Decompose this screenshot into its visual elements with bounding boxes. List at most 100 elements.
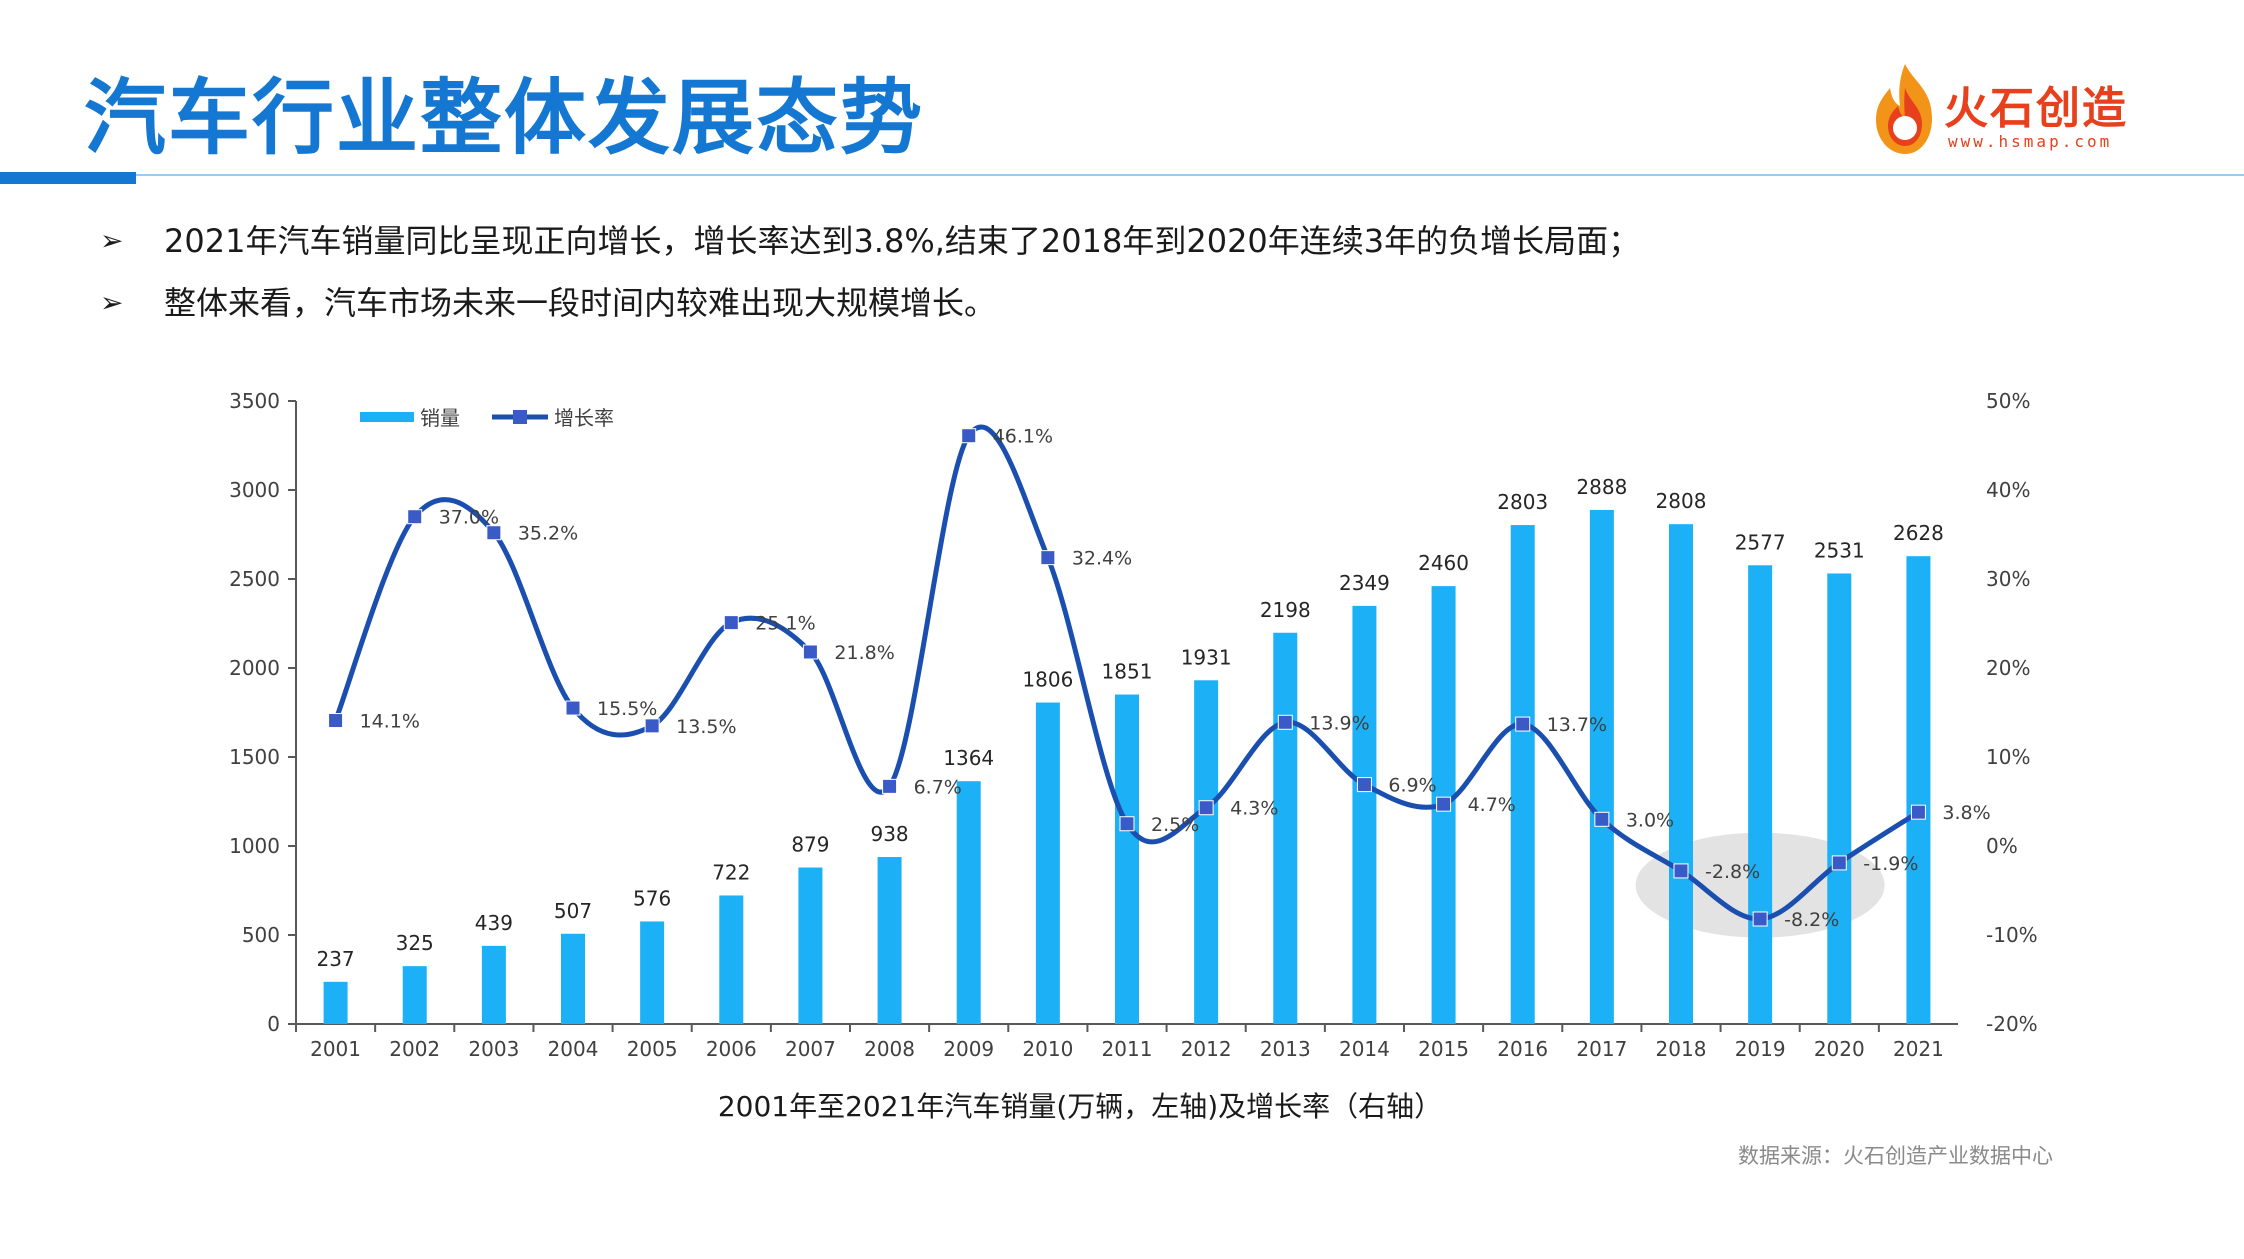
logo-wordmark: 火石创造 — [1944, 83, 2128, 134]
bar-value-label: 2349 — [1339, 571, 1390, 595]
bar-value-label: 1931 — [1181, 645, 1232, 669]
bar-value-label: 2808 — [1656, 489, 1707, 513]
x-axis-tick-label: 2017 — [1576, 1037, 1627, 1061]
left-axis-tick-label: 2000 — [229, 656, 280, 680]
bar — [1906, 556, 1931, 1024]
x-axis-tick-label: 2006 — [706, 1037, 757, 1061]
left-axis-tick-label: 0 — [267, 1012, 280, 1036]
bar — [956, 781, 981, 1024]
line-point-marker — [328, 713, 344, 729]
x-axis-tick-label: 2015 — [1418, 1037, 1469, 1061]
bar — [1510, 525, 1535, 1024]
x-axis-tick-label: 2019 — [1735, 1037, 1786, 1061]
line-point-label: 46.1% — [993, 426, 1053, 448]
line-point-label: -8.2% — [1784, 909, 1839, 931]
right-axis-tick-label: 50% — [1986, 389, 2030, 413]
bar-value-label: 325 — [396, 931, 434, 955]
line-point-marker — [1673, 863, 1689, 879]
line-point-marker — [802, 644, 818, 660]
bar — [481, 945, 506, 1024]
x-axis-tick-label: 2018 — [1656, 1037, 1707, 1061]
line-point-label: 25.1% — [755, 613, 815, 635]
bar — [1827, 573, 1852, 1024]
line-point-marker — [961, 428, 977, 444]
x-axis-tick-label: 2005 — [627, 1037, 678, 1061]
x-axis-tick-label: 2012 — [1181, 1037, 1232, 1061]
bar-value-label: 2628 — [1893, 521, 1944, 545]
x-axis-tick-label: 2004 — [548, 1037, 599, 1061]
bar-value-label: 507 — [554, 899, 592, 923]
x-axis-tick-label: 2008 — [864, 1037, 915, 1061]
bar-value-label: 2577 — [1735, 530, 1786, 554]
data-source: 数据来源：火石创造产业数据中心 — [1738, 1144, 2053, 1168]
bar-value-label: 237 — [316, 947, 354, 971]
line-point-marker — [1277, 714, 1293, 730]
left-axis-tick-label: 500 — [242, 923, 280, 947]
x-axis-tick-label: 2007 — [785, 1037, 836, 1061]
title-divider — [0, 174, 2244, 176]
bullet-item: ➢ 2021年汽车销量同比呈现正向增长，增长率达到3.8%,结束了2018年到2… — [100, 210, 1640, 272]
bar-value-label: 2531 — [1814, 538, 1865, 562]
line-point-marker — [1119, 816, 1135, 832]
brand-logo: 火石创造 www.hsmap.com — [1870, 60, 2130, 160]
x-axis-tick-label: 2001 — [310, 1037, 361, 1061]
right-axis-tick-label: 30% — [1986, 567, 2030, 591]
bullet-text: 2021年汽车销量同比呈现正向增长，增长率达到3.8%,结束了2018年到202… — [164, 222, 1641, 260]
bar-value-label: 1364 — [943, 746, 994, 770]
bullet-list: ➢ 2021年汽车销量同比呈现正向增长，增长率达到3.8%,结束了2018年到2… — [100, 210, 1640, 334]
line-point-marker — [486, 525, 502, 541]
x-axis-tick-label: 2020 — [1814, 1037, 1865, 1061]
bar — [561, 933, 585, 1024]
line-point-label: 13.7% — [1547, 714, 1607, 736]
bar-value-label: 439 — [475, 911, 513, 935]
right-axis-tick-label: 40% — [1986, 478, 2030, 502]
bar — [1273, 632, 1298, 1024]
line-point-label: 37.0% — [439, 507, 499, 529]
legend-line-marker — [513, 410, 527, 424]
flame-icon — [1876, 64, 1932, 154]
line-point-label: 4.3% — [1230, 798, 1278, 820]
x-axis-tick-label: 2009 — [943, 1037, 994, 1061]
line-point-label: 2.5% — [1151, 814, 1199, 836]
line-point-marker — [1515, 716, 1531, 732]
title-divider-accent — [0, 172, 136, 184]
x-axis-tick-label: 2010 — [1022, 1037, 1073, 1061]
bar — [1669, 524, 1693, 1024]
line-point-label: -2.8% — [1705, 861, 1760, 883]
logo-url: www.hsmap.com — [1948, 132, 2113, 151]
line-point-marker — [1910, 804, 1926, 820]
line-point-label: 13.5% — [676, 716, 736, 738]
x-axis-tick-label: 2013 — [1260, 1037, 1311, 1061]
right-axis-tick-label: 0% — [1986, 834, 2018, 858]
line-point-marker — [1831, 855, 1847, 871]
left-axis-tick-label: 3500 — [229, 389, 280, 413]
bar — [640, 921, 665, 1024]
left-axis-tick-label: 2500 — [229, 567, 280, 591]
x-axis-tick-label: 2011 — [1102, 1037, 1153, 1061]
arrow-bullet-icon: ➢ — [100, 286, 124, 319]
legend-bar-swatch — [360, 412, 414, 422]
bar-value-label: 1806 — [1022, 668, 1073, 692]
line-point-marker — [407, 509, 423, 525]
chart-title: 2001年至2021年汽车销量(万辆，左轴)及增长率（右轴） — [718, 1090, 1442, 1123]
line-point-marker — [1356, 777, 1372, 793]
line-point-label: 6.9% — [1388, 775, 1436, 797]
x-axis-tick-label: 2003 — [468, 1037, 519, 1061]
line-point-label: 13.9% — [1309, 712, 1369, 734]
bar — [1352, 605, 1377, 1024]
bar — [1115, 694, 1139, 1024]
bar — [798, 867, 823, 1024]
line-point-label: 14.1% — [360, 711, 420, 733]
bar — [877, 857, 902, 1024]
bullet-text: 整体来看，汽车市场未来一段时间内较难出现大规模增长。 — [164, 284, 997, 322]
x-axis-tick-label: 2002 — [389, 1037, 440, 1061]
line-point-marker — [1436, 796, 1452, 812]
bar-value-label: 722 — [712, 860, 750, 884]
line-point-label: 4.7% — [1468, 794, 1516, 816]
line-point-marker — [882, 778, 898, 794]
left-axis-tick-label: 1500 — [229, 745, 280, 769]
left-axis-tick-label: 3000 — [229, 478, 280, 502]
bar-value-label: 2460 — [1418, 551, 1469, 575]
bar-value-label: 879 — [791, 833, 829, 857]
